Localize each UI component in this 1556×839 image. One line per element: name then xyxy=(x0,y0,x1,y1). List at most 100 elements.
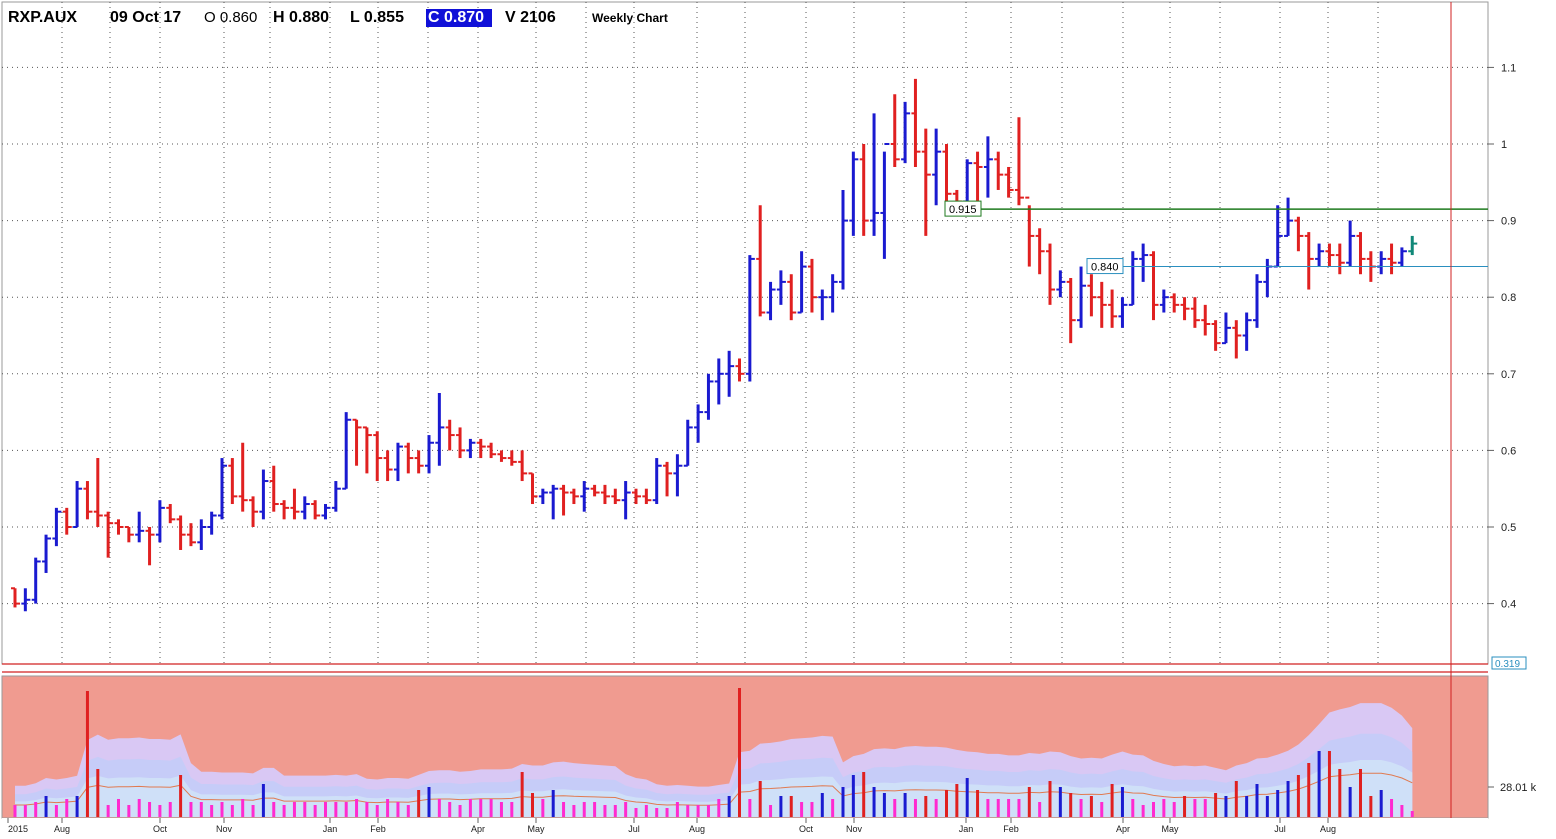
ohlc-bar xyxy=(1097,281,1107,328)
price-tick-label: 0.6 xyxy=(1501,445,1516,457)
time-tick-label: May xyxy=(527,824,545,834)
time-tick-label: Aug xyxy=(1320,824,1336,834)
ohlc-bar xyxy=(62,507,72,535)
ohlc-bar xyxy=(228,458,238,505)
ohlc-bar xyxy=(1356,232,1366,275)
ohlc-bar xyxy=(518,450,528,482)
ohlc-bar xyxy=(1408,235,1418,256)
volume-axis-label: 28.01 k xyxy=(1500,782,1537,794)
ohlc-bar xyxy=(818,289,828,321)
ohlc-bar xyxy=(983,136,993,198)
ohlc-bar xyxy=(828,274,838,313)
time-tick-label: Nov xyxy=(216,824,233,834)
ohlc-bar xyxy=(1004,166,1014,198)
price-bars xyxy=(11,78,1418,612)
ohlc-bar xyxy=(880,143,890,259)
ohlc-bar xyxy=(476,438,486,459)
ohlc-bar xyxy=(124,526,134,543)
ohlc-bar xyxy=(538,488,548,505)
ohlc-bar xyxy=(52,507,62,547)
ohlc-bar xyxy=(694,404,704,443)
time-tick-label: Feb xyxy=(1003,824,1019,834)
ohlc-bar xyxy=(21,588,31,612)
time-tick-label: Jan xyxy=(323,824,338,834)
ohlc-bar xyxy=(704,373,714,420)
ohlc-bar xyxy=(487,442,497,459)
ohlc-bar xyxy=(1335,243,1345,275)
ohlc-bar xyxy=(135,511,145,543)
ohlc-bar xyxy=(859,144,869,236)
ohlc-bar xyxy=(1077,266,1087,328)
ohlc-bar xyxy=(714,358,724,405)
chart-type-label: Weekly Chart xyxy=(592,11,668,25)
ohlc-bar xyxy=(352,418,362,466)
volume-label: V 2106 xyxy=(505,9,556,26)
ohlc-bar xyxy=(600,484,610,505)
ohlc-bar xyxy=(311,500,321,520)
ohlc-bar xyxy=(569,488,579,505)
ohlc-bar xyxy=(73,481,83,528)
price-tick-label: 0.5 xyxy=(1501,522,1516,534)
ohlc-bar xyxy=(994,151,1004,190)
ohlc-bar xyxy=(1221,312,1231,345)
ohlc-bar xyxy=(1284,197,1294,237)
ohlc-bar xyxy=(1397,247,1407,267)
ohlc-bar xyxy=(1201,304,1211,336)
ohlc-bar xyxy=(393,442,403,482)
ohlc-bar xyxy=(1108,289,1118,328)
volume-bars xyxy=(13,688,1414,817)
ohlc-bar xyxy=(1232,320,1242,359)
ohlc-bar xyxy=(383,450,393,482)
ohlc-bar xyxy=(683,419,693,467)
ohlc-bar xyxy=(238,442,248,512)
time-tick-label: Apr xyxy=(471,824,485,834)
price-tick-label: 1 xyxy=(1501,139,1507,151)
time-tick-label: Oct xyxy=(153,824,168,834)
ohlc-bar xyxy=(404,442,414,474)
ohlc-bar xyxy=(83,481,93,520)
ohlc-bar xyxy=(466,438,476,459)
ohlc-bar xyxy=(31,557,41,604)
line-label: 0.840 xyxy=(1091,262,1119,274)
ohlc-bar xyxy=(528,472,538,505)
ohlc-bar xyxy=(331,481,341,512)
ohlc-bar xyxy=(300,496,310,520)
ohlc-bar xyxy=(249,496,259,527)
ohlc-bar xyxy=(807,258,817,313)
symbol-label: RXP.AUX xyxy=(8,9,78,26)
ohlc-bar xyxy=(362,426,372,474)
price-tick-label: 0.8 xyxy=(1501,292,1516,304)
ohlc-bar xyxy=(621,481,631,520)
ohlc-bar xyxy=(611,488,621,505)
time-tick-label: Apr xyxy=(1116,824,1130,834)
ohlc-bar xyxy=(1128,251,1138,306)
ohlc-bar xyxy=(776,270,786,305)
ohlc-bar xyxy=(1180,297,1190,321)
volume-bands xyxy=(15,703,1413,817)
date-label: 09 Oct 17 xyxy=(110,9,182,26)
ohlc-bar xyxy=(673,454,683,497)
price-grid xyxy=(2,2,1488,664)
ohlc-bar xyxy=(901,101,911,164)
time-tick-label: Nov xyxy=(846,824,863,834)
ohlc-bar xyxy=(1025,196,1035,267)
price-tick-label: 0.9 xyxy=(1501,216,1516,228)
ohlc-bar xyxy=(549,484,559,520)
ohlc-bar xyxy=(280,500,290,520)
ohlc-bar xyxy=(1211,320,1221,351)
ohlc-bar xyxy=(839,189,848,290)
ohlc-bar xyxy=(414,450,424,474)
line-label-box xyxy=(1086,258,1124,275)
horizontal-lines[interactable]: 0.915 0.840 xyxy=(944,200,1488,275)
time-tick-label: Jul xyxy=(628,824,640,834)
ohlc-bar xyxy=(559,484,569,516)
ohlc-bar xyxy=(1035,228,1045,275)
high-label: H 0.880 xyxy=(273,9,330,26)
ohlc-bar xyxy=(797,251,807,314)
ohlc-bar xyxy=(1087,274,1097,317)
ohlc-bar xyxy=(1014,117,1024,206)
ohlc-bar xyxy=(290,488,300,520)
ohlc-bar xyxy=(259,469,269,520)
close-label: C 0.870 xyxy=(426,9,493,27)
